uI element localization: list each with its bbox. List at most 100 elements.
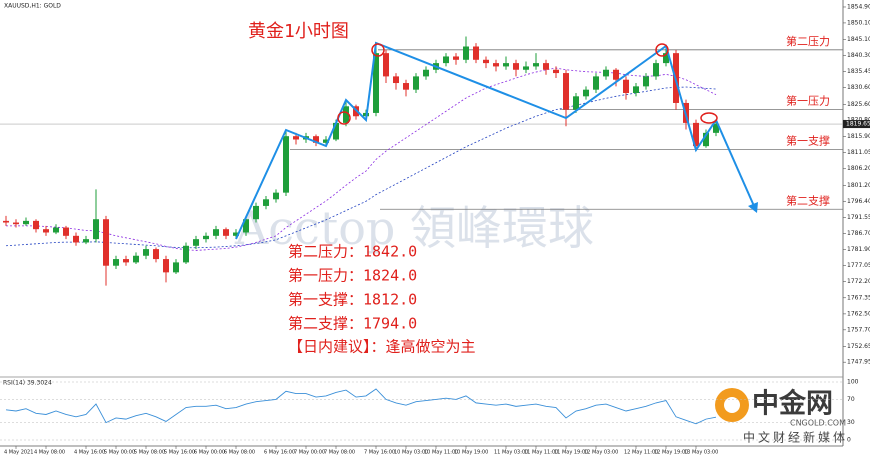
- level-name: 第一支撑: [786, 133, 830, 147]
- candle-body: [523, 66, 529, 70]
- y-tick-label: 1752.65: [847, 343, 870, 350]
- candle-body: [293, 136, 299, 140]
- level-label: 第二支撑：1794.0: [288, 315, 417, 333]
- analysis-drawing: [235, 41, 758, 240]
- advice: 【日内建议】：逢高做空为主: [288, 338, 476, 356]
- x-tick-label: 6 May 08:00: [224, 450, 255, 456]
- candle-body: [513, 63, 519, 70]
- candle-body: [173, 262, 179, 273]
- candle-body: [123, 259, 129, 263]
- candle-body: [493, 63, 499, 67]
- candle-body: [563, 73, 569, 110]
- x-tick-label: 6 May 00:00: [194, 450, 225, 456]
- rsi-line: [5, 388, 717, 425]
- candle-body: [103, 219, 109, 266]
- candle-body: [233, 232, 239, 236]
- logo-icon: [724, 397, 740, 413]
- x-tick-label: 10 May 03:00: [394, 450, 428, 456]
- y-tick-label: 1762.50: [847, 310, 870, 317]
- y-tick-label: 1850.10: [847, 19, 870, 26]
- x-tick-label: 11 May 11:00: [524, 450, 558, 456]
- candle-body: [543, 63, 549, 70]
- x-tick-label: 4 May 08:00: [34, 450, 65, 456]
- candle-body: [393, 76, 399, 84]
- candle-body: [113, 259, 119, 266]
- candle-body: [503, 63, 509, 67]
- y-tick-label: 1845.10: [847, 36, 870, 43]
- price-tag-label: 1819.65: [846, 121, 870, 128]
- x-tick-label: 13 May 03:00: [684, 450, 718, 456]
- candle-body: [553, 69, 559, 74]
- rsi-tick-label: 100: [847, 379, 859, 386]
- candle-body: [203, 235, 209, 240]
- candle-body: [403, 83, 409, 90]
- candle-body: [273, 192, 279, 200]
- candle-body: [423, 69, 429, 77]
- candle-body: [253, 205, 259, 220]
- candle-body: [143, 249, 149, 256]
- candle-body: [23, 220, 29, 225]
- rsi-tick-label: 30: [847, 419, 855, 426]
- candle-body: [613, 69, 619, 80]
- candle-body: [333, 122, 339, 140]
- x-tick-label: 11 May 19:00: [554, 450, 588, 456]
- candle-body: [653, 63, 659, 77]
- candle-body: [343, 106, 349, 123]
- candle-body: [243, 219, 249, 233]
- x-tick-label: 6 May 16:00: [264, 450, 295, 456]
- marker-circle: [655, 43, 669, 57]
- candle-body: [33, 220, 39, 230]
- candle-body: [3, 220, 9, 223]
- candle-body: [223, 229, 229, 236]
- candle-body: [63, 227, 69, 236]
- y-tick-label: 1806.20: [847, 165, 870, 172]
- candle-body: [153, 249, 159, 260]
- y-tick-label: 1811.05: [847, 149, 870, 156]
- y-tick-label: 1791.55: [847, 214, 870, 221]
- y-tick-label: 1815.90: [847, 133, 870, 140]
- y-tick-label: 1777.05: [847, 262, 870, 269]
- x-tick-label: 12 May 03:00: [584, 450, 618, 456]
- candle-body: [73, 235, 79, 243]
- candle-body: [13, 222, 19, 225]
- symbol-label: XAUUSD,H1: GOLD: [4, 3, 61, 10]
- y-tick-label: 1796.40: [847, 198, 870, 205]
- candle-body: [663, 53, 669, 64]
- y-tick-label: 1825.60: [847, 101, 870, 108]
- candle-body: [713, 124, 719, 133]
- x-tick-label: 7 May 00:00: [294, 450, 325, 456]
- logo-site: CNGOLD.COM: [790, 419, 846, 428]
- y-tick-label: 1781.90: [847, 246, 870, 253]
- candle-body: [263, 199, 269, 206]
- x-tick-label: 4 May 2021: [4, 450, 33, 456]
- x-tick-label: 12 May 11:00: [624, 450, 658, 456]
- marker-circle: [371, 43, 385, 57]
- candle-body: [473, 46, 479, 60]
- rsi-label: RSI(14) 39.3024: [3, 380, 52, 387]
- rsi-tick-label: 0: [847, 437, 851, 444]
- x-tick-label: 7 May 08:00: [324, 450, 355, 456]
- marker-circle: [700, 112, 718, 124]
- forecast-arrow: [715, 119, 755, 207]
- y-tick-label: 1830.60: [847, 84, 870, 91]
- x-tick-label: 4 May 16:00: [74, 450, 105, 456]
- y-tick-label: 1854.90: [847, 3, 870, 10]
- candle-body: [533, 63, 539, 67]
- candle-body: [323, 139, 329, 143]
- candle-body: [183, 245, 189, 263]
- x-tick-label: 7 May 16:00: [364, 450, 395, 456]
- candle-body: [43, 229, 49, 233]
- candle-body: [483, 59, 489, 64]
- candle-body: [133, 255, 139, 263]
- x-tick-label: 5 May 08:00: [134, 450, 165, 456]
- price-tag: [843, 120, 870, 129]
- marker-circle: [337, 111, 351, 125]
- candle-body: [383, 53, 389, 77]
- rsi-tick-label: 70: [847, 396, 855, 403]
- y-tick-label: 1747.95: [847, 359, 870, 366]
- level-name: 第一压力: [786, 94, 830, 108]
- x-tick-label: 12 May 19:00: [654, 450, 688, 456]
- y-tick-label: 1786.70: [847, 230, 870, 237]
